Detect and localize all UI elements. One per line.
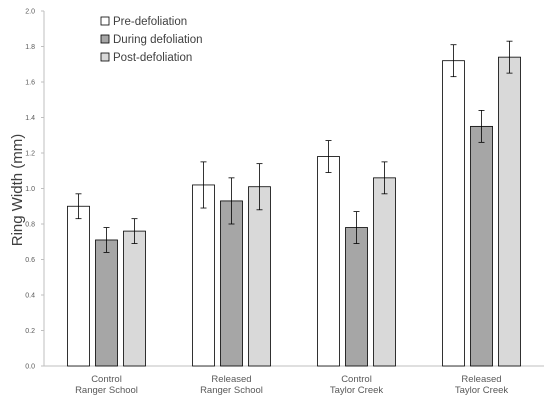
- y-tick-label: 1.0: [25, 186, 35, 193]
- bar-during-defoliation-1: [220, 200, 243, 367]
- y-tick-label: 0.4: [25, 293, 35, 300]
- bar-during-defoliation-2: [345, 227, 368, 367]
- y-tick-label: 1.6: [25, 80, 35, 87]
- category-label-line: Control: [91, 374, 122, 385]
- bar-post-defoliation-0: [123, 230, 146, 367]
- y-axis-ticks: 0.0 0.2 0.4 0.6 0.8 1.0 1.2 1.4 1.6 1.8 2.0: [25, 9, 44, 371]
- bar-pre-defoliation-3: [442, 60, 465, 367]
- legend-label: During defoliation: [113, 34, 203, 46]
- y-tick-label: 1.2: [25, 151, 35, 158]
- bar-post-defoliation-2: [373, 177, 396, 367]
- legend-swatch: [100, 16, 110, 26]
- category-label-line: Taylor Creek: [455, 385, 509, 396]
- legend: Pre-defoliation During defoliation Post-de…: [100, 16, 203, 64]
- category-label-line: Released: [211, 374, 251, 385]
- bar-during-defoliation-0: [95, 239, 118, 367]
- y-tick-label: 1.4: [25, 115, 35, 122]
- category-label-line: Control: [341, 374, 372, 385]
- y-axis-title: Ring Width (mm): [9, 134, 26, 247]
- bar-pre-defoliation-1: [192, 184, 215, 367]
- y-tick-label: 1.8: [25, 44, 35, 51]
- bar-post-defoliation-1: [248, 186, 271, 367]
- y-tick-label: 0.0: [25, 364, 35, 371]
- legend-swatch: [100, 34, 110, 44]
- y-tick-label: 0.2: [25, 328, 35, 335]
- y-tick-label: 0.8: [25, 222, 35, 229]
- bar-during-defoliation-3: [470, 125, 493, 367]
- category-label-line: Released: [461, 374, 501, 385]
- y-tick-label: 0.6: [25, 257, 35, 264]
- category-label-line: Taylor Creek: [330, 385, 384, 396]
- legend-label: Post-defoliation: [113, 52, 192, 64]
- y-tick-label: 2.0: [25, 9, 35, 16]
- bar-pre-defoliation-2: [317, 156, 340, 367]
- bar-post-defoliation-3: [498, 56, 521, 367]
- legend-swatch: [100, 52, 110, 62]
- bars: [67, 40, 521, 367]
- category-label-line: Ranger School: [75, 385, 138, 396]
- category-label-line: Ranger School: [200, 385, 263, 396]
- legend-label: Pre-defoliation: [113, 16, 187, 28]
- bar-pre-defoliation-0: [67, 205, 90, 367]
